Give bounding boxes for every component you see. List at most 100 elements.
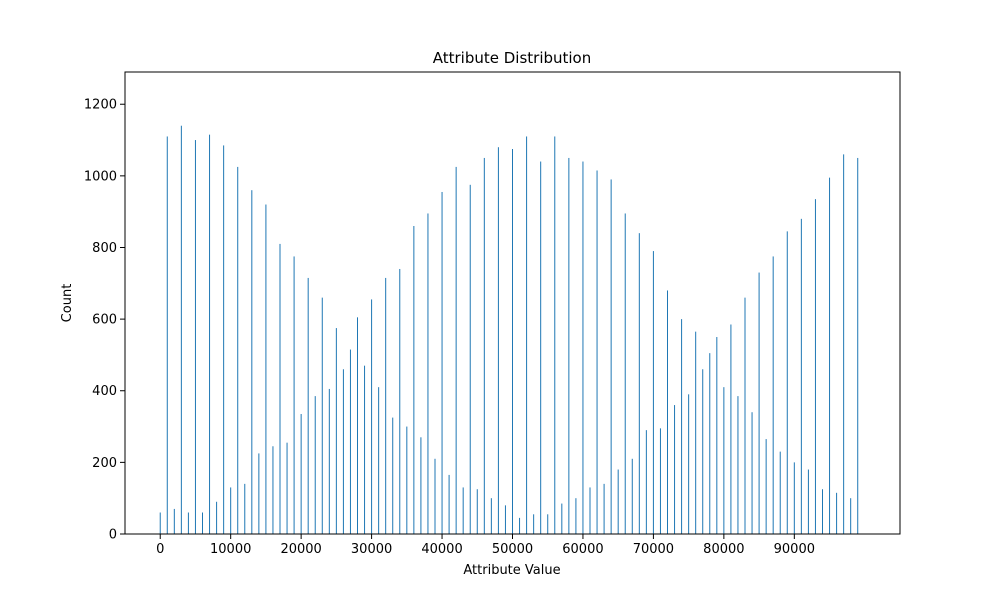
bar	[582, 161, 584, 534]
x-tick-label: 60000	[562, 542, 603, 557]
bar	[843, 154, 845, 534]
bar	[589, 487, 591, 534]
bar	[244, 483, 246, 534]
bar	[321, 297, 323, 534]
bar	[328, 388, 330, 534]
bar	[265, 204, 267, 534]
bar	[730, 324, 732, 534]
bar	[427, 213, 429, 534]
bar	[448, 474, 450, 534]
y-tick-label: 1200	[84, 98, 117, 113]
bar	[716, 337, 718, 534]
bar	[814, 199, 816, 534]
y-tick-label: 0	[109, 528, 117, 543]
chart-title: Attribute Distribution	[433, 49, 592, 67]
bar-group	[159, 125, 859, 535]
bar	[652, 251, 654, 534]
bar	[314, 396, 316, 534]
bar	[286, 442, 288, 534]
bar	[793, 462, 795, 534]
bar	[659, 428, 661, 534]
bar	[857, 157, 859, 534]
bar	[483, 157, 485, 534]
bar	[180, 125, 182, 534]
bar	[512, 149, 513, 534]
y-tick-label: 200	[92, 456, 117, 471]
bar	[575, 498, 577, 534]
bar	[497, 147, 499, 534]
bar	[850, 498, 852, 534]
bar	[568, 157, 570, 534]
bar	[293, 256, 295, 534]
bar	[836, 492, 838, 534]
bar	[751, 412, 753, 534]
bar	[406, 426, 408, 534]
bar	[603, 483, 605, 534]
x-tick-label: 30000	[351, 542, 392, 557]
x-tick-label: 40000	[421, 542, 462, 557]
x-tick-label: 10000	[210, 542, 251, 557]
bar	[202, 512, 203, 534]
bar	[335, 328, 337, 534]
y-tick-label: 800	[92, 241, 117, 256]
bar	[349, 349, 351, 534]
bar	[786, 231, 788, 534]
bar	[462, 487, 464, 534]
bar	[230, 487, 232, 534]
x-tick-label: 80000	[703, 542, 744, 557]
bar	[688, 394, 690, 534]
x-tick-label: 90000	[774, 542, 815, 557]
bar	[610, 179, 612, 534]
bar	[540, 161, 542, 534]
bar	[223, 145, 225, 535]
bar	[667, 290, 668, 534]
x-tick-label: 0	[156, 542, 164, 557]
bar	[371, 299, 373, 534]
bar	[645, 430, 647, 534]
bar	[547, 514, 549, 534]
y-tick-label: 1000	[84, 169, 117, 184]
bar	[779, 451, 781, 534]
bar	[617, 469, 619, 534]
bar	[526, 136, 528, 534]
bar	[702, 369, 704, 534]
bar	[434, 458, 436, 534]
bar	[237, 166, 239, 534]
bar	[209, 134, 211, 535]
bar	[519, 517, 521, 534]
y-tick-label: 400	[92, 384, 117, 399]
bar	[455, 166, 457, 534]
bar	[554, 136, 556, 534]
x-axis-label: Attribute Value	[463, 563, 560, 578]
bar	[631, 458, 633, 534]
bar	[413, 226, 415, 534]
bar	[364, 365, 366, 534]
bar	[272, 446, 274, 534]
bar	[300, 414, 302, 534]
x-axis: 0 10000 20000 30000 40000 50000 60000 70000 8000…	[156, 534, 815, 557]
bar	[420, 437, 422, 534]
x-tick-label: 70000	[633, 542, 674, 557]
bar	[216, 501, 218, 534]
bar	[504, 505, 506, 534]
bar	[772, 256, 774, 534]
bar	[765, 439, 767, 534]
bar	[800, 218, 802, 534]
bar	[399, 268, 401, 534]
bar	[758, 272, 760, 534]
bar	[822, 489, 823, 534]
bar	[490, 498, 492, 534]
bar	[187, 512, 189, 534]
bar	[378, 387, 380, 534]
bar	[829, 177, 831, 534]
y-axis: 0 200 400 600 800 1000 1200	[84, 98, 125, 543]
bar	[441, 191, 443, 535]
bar	[744, 297, 746, 534]
bar	[357, 317, 358, 534]
bar	[709, 353, 711, 534]
bar	[533, 514, 535, 534]
bar	[166, 136, 168, 534]
bar	[159, 512, 161, 534]
bar	[342, 369, 344, 534]
bar	[723, 387, 725, 534]
